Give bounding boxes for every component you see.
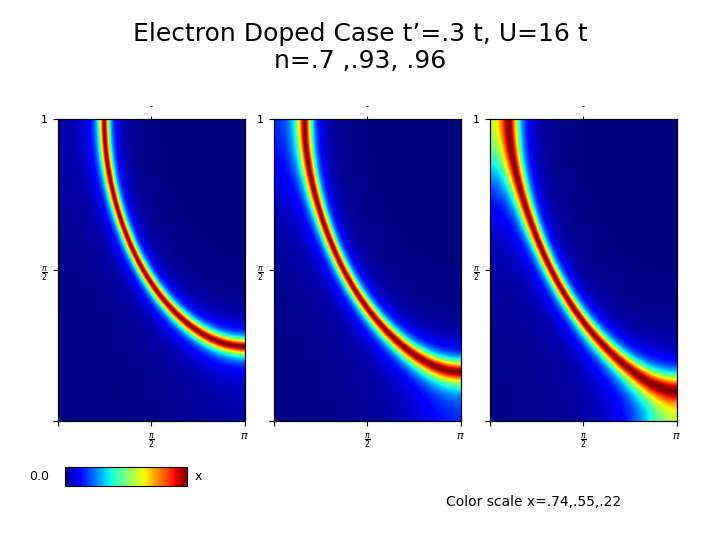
Text: Electron Doped Case t’=.3 t, U=16 t
n=.7 ,.93, .96: Electron Doped Case t’=.3 t, U=16 t n=.7… <box>132 22 588 73</box>
Text: x: x <box>194 470 202 483</box>
Text: 0.0: 0.0 <box>29 470 49 483</box>
Text: Color scale x=.74,.55,.22: Color scale x=.74,.55,.22 <box>446 495 621 509</box>
